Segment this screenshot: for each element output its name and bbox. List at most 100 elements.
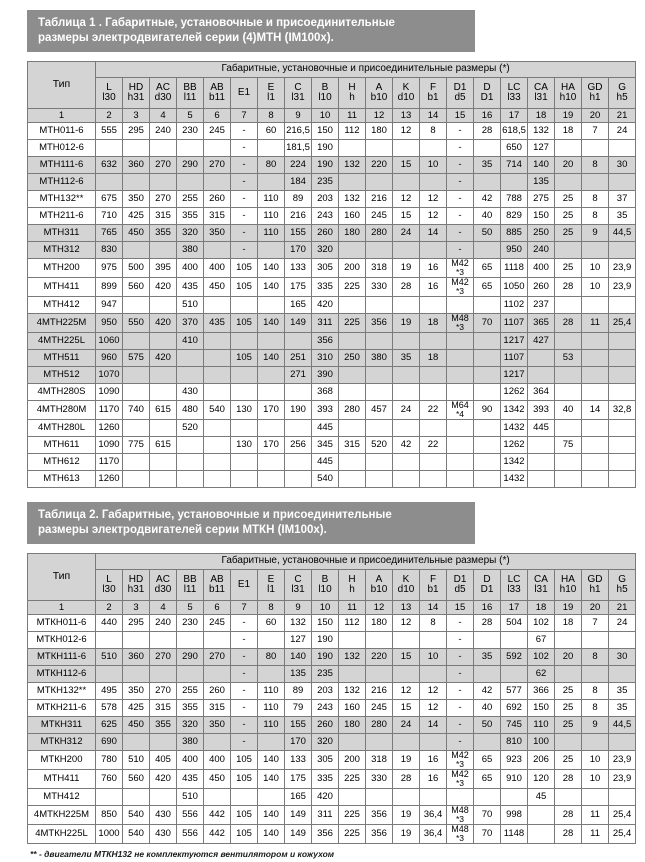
column-header-symbol: F xyxy=(429,81,437,93)
dimension-cell: 32,8 xyxy=(607,400,637,420)
thread-size: М42 xyxy=(451,258,469,268)
dimension-cell: - xyxy=(446,139,474,157)
dimension-cell xyxy=(338,733,366,751)
dimension-cell xyxy=(607,733,637,751)
dimension-cell xyxy=(257,383,285,401)
column-header-symbol: B xyxy=(321,573,329,585)
dimension-cell xyxy=(554,419,582,437)
dimension-cell: - xyxy=(230,648,258,666)
column-index-6: 6 xyxy=(203,108,231,123)
dimension-cell: 22 xyxy=(419,400,447,420)
dimension-cell xyxy=(176,366,204,384)
dimension-cell: 184 xyxy=(284,173,312,191)
dimension-cell xyxy=(446,383,474,401)
dimension-cell: 450 xyxy=(203,277,231,297)
column-header-designation: h5 xyxy=(616,584,628,595)
column-index-14: 14 xyxy=(419,108,447,123)
motor-type-cell: МТН312 xyxy=(27,241,96,259)
dimension-cell: 10 xyxy=(581,258,609,278)
dimension-cell xyxy=(446,453,474,471)
dimension-cell: 70 xyxy=(473,824,501,844)
column-header-symbol: H xyxy=(348,573,356,585)
table-row: МТН613 1260 540 1432 xyxy=(27,470,637,488)
column-header-designation: l30 xyxy=(102,584,116,595)
dimension-cell xyxy=(446,366,474,384)
dimension-cell: 318 xyxy=(365,258,393,278)
dimension-cell: 225 xyxy=(338,277,366,297)
dimension-cell: 150 xyxy=(527,699,555,717)
dimension-cell xyxy=(284,332,312,350)
dimension-cell xyxy=(607,453,637,471)
dimension-cell: 23,9 xyxy=(607,769,637,789)
column-header-designation: l31 xyxy=(534,584,548,595)
dimension-cell: 950 xyxy=(95,313,123,333)
dimension-cell: 575 xyxy=(122,349,150,367)
column-index-12: 12 xyxy=(365,600,393,615)
dimension-cell: 20 xyxy=(554,648,582,666)
dimension-cell: 155 xyxy=(284,716,312,734)
table-row: МТКН211-6 578 425 315 355 315-110 79 243 160 245 1… xyxy=(27,699,637,717)
table-row: МТН511 960 575 420 105 140 251 310 250 380 35 18 110… xyxy=(27,349,637,367)
dimension-cell: 745 xyxy=(500,716,528,734)
dimension-cell: 360 xyxy=(122,156,150,174)
dimension-cell: 18 xyxy=(554,614,582,632)
table-2-span-header: Габаритные, установочные и присоединител… xyxy=(94,553,637,570)
dimension-cell: 35 xyxy=(392,349,420,367)
dimension-cell xyxy=(527,349,555,367)
dimension-cell: 578 xyxy=(95,699,123,717)
dimension-cell: 140 xyxy=(257,824,285,844)
dimension-cell: 36,4 xyxy=(419,824,447,844)
dimension-cell: 320 xyxy=(311,733,339,751)
dimension-cell: 25 xyxy=(554,207,582,225)
dimension-cell: 345 xyxy=(311,436,339,454)
dimension-cell: 425 xyxy=(122,207,150,225)
dimension-cell: 975 xyxy=(95,258,123,278)
dimension-cell xyxy=(122,733,150,751)
dimension-cell xyxy=(257,453,285,471)
dimension-cell xyxy=(446,470,474,488)
column-index-19: 19 xyxy=(554,600,582,615)
dimension-cell: 19 xyxy=(392,313,420,333)
dimension-cell xyxy=(230,470,258,488)
dimension-cell xyxy=(203,241,231,259)
column-header-symbol: CA xyxy=(534,573,548,585)
dimension-cell: 315 xyxy=(203,699,231,717)
dimension-cell xyxy=(419,173,447,191)
dimension-cell: - xyxy=(446,190,474,208)
dimension-cell: 520 xyxy=(365,436,393,454)
dimension-cell: 1118 xyxy=(500,258,528,278)
dimension-cell: 65 xyxy=(473,258,501,278)
motor-type-cell: 4МТН280S xyxy=(27,383,96,401)
dimension-cell: М42 *3 xyxy=(446,277,474,297)
dimension-cell: 105 xyxy=(230,805,258,825)
column-index-6: 6 xyxy=(203,600,231,615)
dimension-cell: 165 xyxy=(284,788,312,806)
motor-type-cell: 4МТН225L xyxy=(27,332,96,350)
dimension-cell: - xyxy=(230,173,258,191)
column-header-symbol: HD xyxy=(128,81,144,93)
dimension-cell xyxy=(149,366,177,384)
table-1-bottom-spacer xyxy=(0,488,645,502)
column-index-1: 1 xyxy=(27,108,96,123)
dimension-cell xyxy=(284,453,312,471)
dimension-cell: 290 xyxy=(176,156,204,174)
column-header-designation: h10 xyxy=(559,584,577,595)
table-row: МТКН312 690 380 - 170 320 - 810 100 xyxy=(27,733,637,751)
dimension-cell: 8 xyxy=(581,682,609,700)
dimension-cell: 102 xyxy=(527,614,555,632)
dimension-cell: 540 xyxy=(122,805,150,825)
dimension-cell: 132 xyxy=(338,682,366,700)
dimension-cell: 1262 xyxy=(500,383,528,401)
dimension-cell xyxy=(581,173,609,191)
dimension-cell: 170 xyxy=(257,400,285,420)
motor-type-cell: МТН512 xyxy=(27,366,96,384)
dimension-cell: 923 xyxy=(500,750,528,770)
dimension-cell: 315 xyxy=(203,207,231,225)
dimension-cell xyxy=(257,366,285,384)
dimension-cell xyxy=(230,332,258,350)
